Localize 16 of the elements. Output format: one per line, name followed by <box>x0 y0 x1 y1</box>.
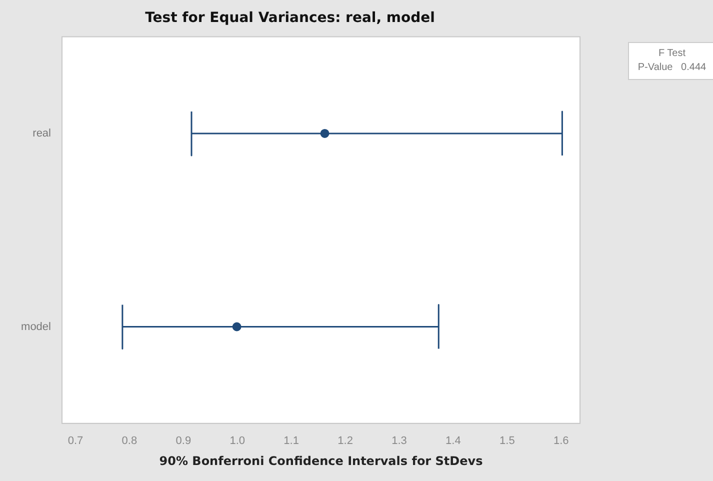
x-tick-label: 0.8 <box>122 435 138 448</box>
x-tick-label: 0.7 <box>68 435 84 448</box>
x-tick-label: 1.4 <box>446 435 461 448</box>
x-tick-label: 1.2 <box>338 435 353 448</box>
x-tick-label: 1.3 <box>392 435 407 448</box>
y-tick-label: real <box>32 127 51 140</box>
x-tick-label: 1.0 <box>230 435 246 448</box>
x-tick-label: 1.6 <box>553 435 569 448</box>
text: P-Value 0.444 <box>636 61 708 75</box>
x-tick-label: 0.9 <box>176 435 192 448</box>
x-tick-label: 1.5 <box>500 435 515 448</box>
y-tick-label: model <box>21 320 51 333</box>
x-axis-title: 90% Bonferroni Confidence Intervals for StDevs <box>159 454 483 468</box>
text: F Test <box>657 47 687 61</box>
x-tick-label: 1.1 <box>284 435 299 448</box>
chart-title: Test for Equal Variances: real, model <box>145 10 435 26</box>
